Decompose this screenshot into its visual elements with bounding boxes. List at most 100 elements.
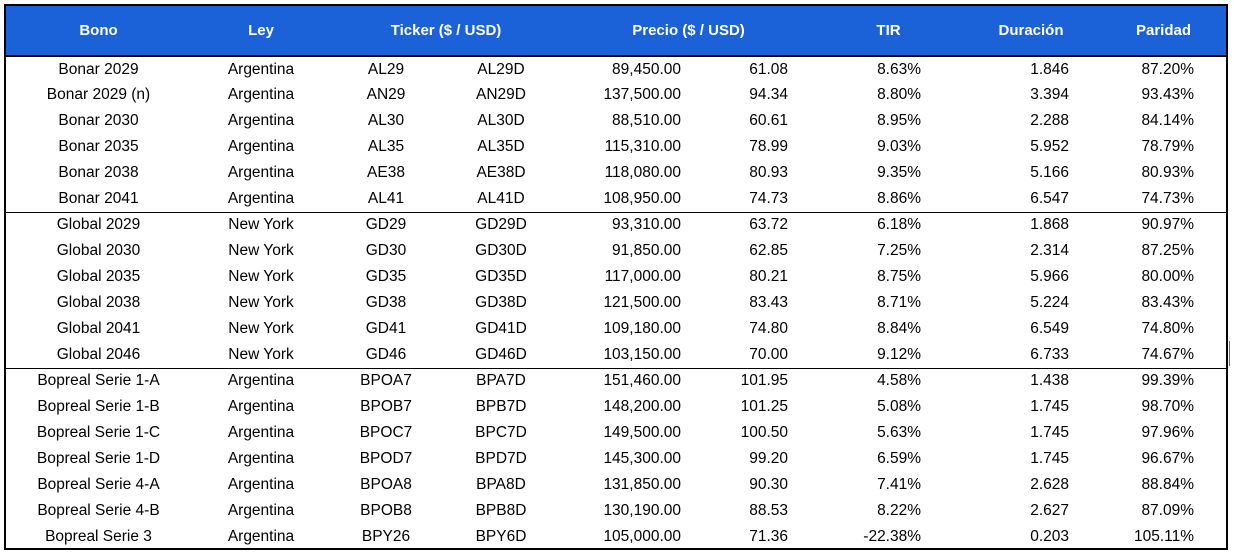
cell-bono: Bopreal Serie 1-B bbox=[37, 398, 160, 415]
cell-precio-usd: 61.08 bbox=[749, 60, 789, 78]
cell-duracion: 6.547 bbox=[961, 186, 1102, 213]
header-paridad[interactable]: Paridad bbox=[1101, 6, 1227, 57]
table-row[interactable]: Bopreal Serie 1-A Argentina BPOA7 BPA7D 151,… bbox=[6, 368, 1226, 394]
cell-precio-usd: 74.80 bbox=[749, 320, 789, 337]
cell-duracion: 2.628 bbox=[1030, 476, 1070, 493]
cell-tir: 8.71% bbox=[877, 294, 922, 311]
cell-ticker-ars: BPOA8 bbox=[360, 476, 412, 493]
header-ley[interactable]: Ley bbox=[191, 6, 331, 57]
table-row[interactable]: Global 2035 New York GD35 GD35D 117,000.00 80… bbox=[6, 264, 1226, 290]
table-row[interactable]: Bonar 2029 Argentina AL29 AL29D 89,450.00 61.… bbox=[6, 56, 1226, 82]
cell-bono: Global 2046 bbox=[6, 342, 191, 369]
cell-precio-ars: 89,450.00 bbox=[612, 60, 682, 78]
cell-ley: Argentina bbox=[227, 372, 295, 390]
cell-ticker-usd: AL30D bbox=[477, 112, 525, 129]
cell-tir: 9.03% bbox=[877, 138, 922, 155]
cell-bono: Bonar 2038 bbox=[58, 164, 139, 181]
cell-paridad: 74.80% bbox=[1141, 320, 1195, 337]
cell-ticker-usd: AN29D bbox=[476, 86, 526, 103]
cell-bono: Bopreal Serie 1-D bbox=[36, 450, 161, 467]
table-row[interactable]: Bopreal Serie 1-D Argentina BPOD7 BPD7D 145,… bbox=[6, 446, 1226, 472]
cell-ley: New York bbox=[228, 294, 294, 311]
header-tir[interactable]: TIR bbox=[816, 6, 962, 57]
table-row[interactable]: Bopreal Serie 1-B Argentina BPOB7 BPB7D 148,… bbox=[6, 394, 1226, 420]
cell-duracion: 1.846 bbox=[1030, 60, 1070, 78]
cell-ley: Argentina bbox=[227, 138, 295, 155]
cell-ticker-usd: BPB7D bbox=[475, 398, 527, 415]
cell-precio-usd: 88.53 bbox=[749, 502, 789, 519]
cell-ticker-ars: AN29 bbox=[366, 86, 406, 103]
cell-precio-usd: 99.20 bbox=[749, 450, 789, 467]
cell-paridad: 84.14% bbox=[1141, 112, 1195, 129]
column-resize-handle[interactable] bbox=[1229, 341, 1233, 366]
table-row[interactable]: Global 2030 New York GD30 GD30D 91,850.00 62.… bbox=[6, 238, 1226, 264]
cell-duracion: 1.868 bbox=[1030, 216, 1070, 234]
cell-precio-ars: 88,510.00 bbox=[612, 112, 682, 129]
cell-precio-usd: 70.00 bbox=[691, 342, 817, 369]
cell-duracion: 3.394 bbox=[1030, 86, 1070, 103]
table-row[interactable]: Bonar 2029 (n) Argentina AN29 AN29D 137,500.… bbox=[6, 82, 1226, 108]
table-row[interactable]: Bopreal Serie 3 Argentina BPY26 BPY6D 105,00… bbox=[6, 524, 1226, 550]
cell-ticker-usd: AL35D bbox=[477, 138, 525, 155]
cell-tir: 7.41% bbox=[877, 476, 922, 493]
cell-precio-usd: 100.50 bbox=[740, 424, 789, 441]
cell-precio-ars: 145,300.00 bbox=[603, 450, 682, 467]
cell-duracion: 5.966 bbox=[1030, 268, 1070, 285]
cell-bono: Bopreal Serie 4-B bbox=[37, 502, 160, 519]
table-row[interactable]: Global 2029 New York GD29 GD29D 93,310.00 63.… bbox=[6, 212, 1226, 238]
cell-bono: Global 2029 bbox=[56, 216, 141, 234]
cell-ley: New York bbox=[228, 268, 294, 285]
cell-precio-ars: 108,950.00 bbox=[561, 186, 692, 213]
table-body: Bonar 2029 Argentina AL29 AL29D 89,450.00 61.… bbox=[6, 56, 1227, 550]
cell-ticker-usd: GD35D bbox=[475, 268, 527, 285]
header-duracion[interactable]: Duración bbox=[961, 6, 1102, 57]
cell-tir: 5.63% bbox=[877, 424, 922, 441]
cell-ticker-ars: GD30 bbox=[365, 242, 407, 259]
cell-ticker-ars: GD29 bbox=[365, 216, 407, 234]
cell-ley: Argentina bbox=[227, 398, 295, 415]
cell-precio-ars: 148,200.00 bbox=[603, 398, 682, 415]
table-row[interactable]: Bonar 2041 Argentina AL41 AL41D 108,950.00 74… bbox=[6, 186, 1227, 213]
cell-tir: 9.35% bbox=[877, 164, 922, 181]
cell-precio-usd: 80.21 bbox=[749, 268, 789, 285]
cell-ticker-usd: GD46D bbox=[441, 342, 562, 369]
table-row[interactable]: Global 2046 New York GD46 GD46D 103,150.00 70… bbox=[6, 342, 1227, 369]
cell-ticker-ars: GD46 bbox=[331, 342, 441, 369]
cell-bono: Bonar 2029 bbox=[58, 60, 139, 78]
cell-ticker-ars: AL41 bbox=[331, 186, 441, 213]
table-row[interactable]: Bonar 2038 Argentina AE38 AE38D 118,080.00 80… bbox=[6, 160, 1226, 186]
cell-paridad: 87.20% bbox=[1141, 60, 1195, 78]
cell-precio-usd: 80.93 bbox=[749, 164, 789, 181]
cell-ley: Argentina bbox=[227, 528, 295, 545]
cell-tir: 8.95% bbox=[877, 112, 922, 129]
cell-ticker-usd: GD41D bbox=[475, 320, 527, 337]
cell-bono: Bopreal Serie 3 bbox=[45, 528, 152, 545]
table-row[interactable]: Global 2038 New York GD38 GD38D 121,500.00 83… bbox=[6, 290, 1226, 316]
header-bono[interactable]: Bono bbox=[6, 6, 191, 57]
cell-bono: Global 2035 bbox=[56, 268, 141, 285]
table-row[interactable]: Bonar 2035 Argentina AL35 AL35D 115,310.00 78… bbox=[6, 134, 1226, 160]
cell-ticker-usd: BPA7D bbox=[476, 372, 526, 390]
header-precio[interactable]: Precio ($ / USD) bbox=[561, 6, 817, 57]
header-ticker[interactable]: Ticker ($ / USD) bbox=[331, 6, 562, 57]
cell-paridad: 80.00% bbox=[1141, 268, 1195, 285]
cell-paridad: 78.79% bbox=[1141, 138, 1195, 155]
cell-duracion: 5.952 bbox=[1030, 138, 1070, 155]
cell-paridad: 105.11% bbox=[1133, 528, 1195, 545]
cell-duracion: 2.314 bbox=[1030, 242, 1070, 259]
cell-precio-ars: 121,500.00 bbox=[603, 294, 682, 311]
table-row[interactable]: Global 2041 New York GD41 GD41D 109,180.00 74… bbox=[6, 316, 1226, 342]
cell-ticker-usd: AL29D bbox=[477, 60, 525, 78]
cell-bono: Global 2030 bbox=[56, 242, 141, 259]
cell-paridad: 96.67% bbox=[1141, 450, 1195, 467]
cell-ticker-ars: BPOD7 bbox=[359, 450, 413, 467]
table-row[interactable]: Bopreal Serie 4-A Argentina BPOA8 BPA8D 131,… bbox=[6, 472, 1226, 498]
table-row[interactable]: Bonar 2030 Argentina AL30 AL30D 88,510.00 60.… bbox=[6, 108, 1226, 134]
cell-ley: Argentina bbox=[227, 164, 295, 181]
cell-bono: Bonar 2029 (n) bbox=[46, 86, 151, 103]
cell-ley: Argentina bbox=[227, 424, 295, 441]
cell-paridad: 74.67% bbox=[1101, 342, 1227, 369]
cell-tir: 6.59% bbox=[877, 450, 922, 467]
table-row[interactable]: Bopreal Serie 4-B Argentina BPOB8 BPB8D 130,… bbox=[6, 498, 1226, 524]
table-row[interactable]: Bopreal Serie 1-C Argentina BPOC7 BPC7D 149,… bbox=[6, 420, 1226, 446]
